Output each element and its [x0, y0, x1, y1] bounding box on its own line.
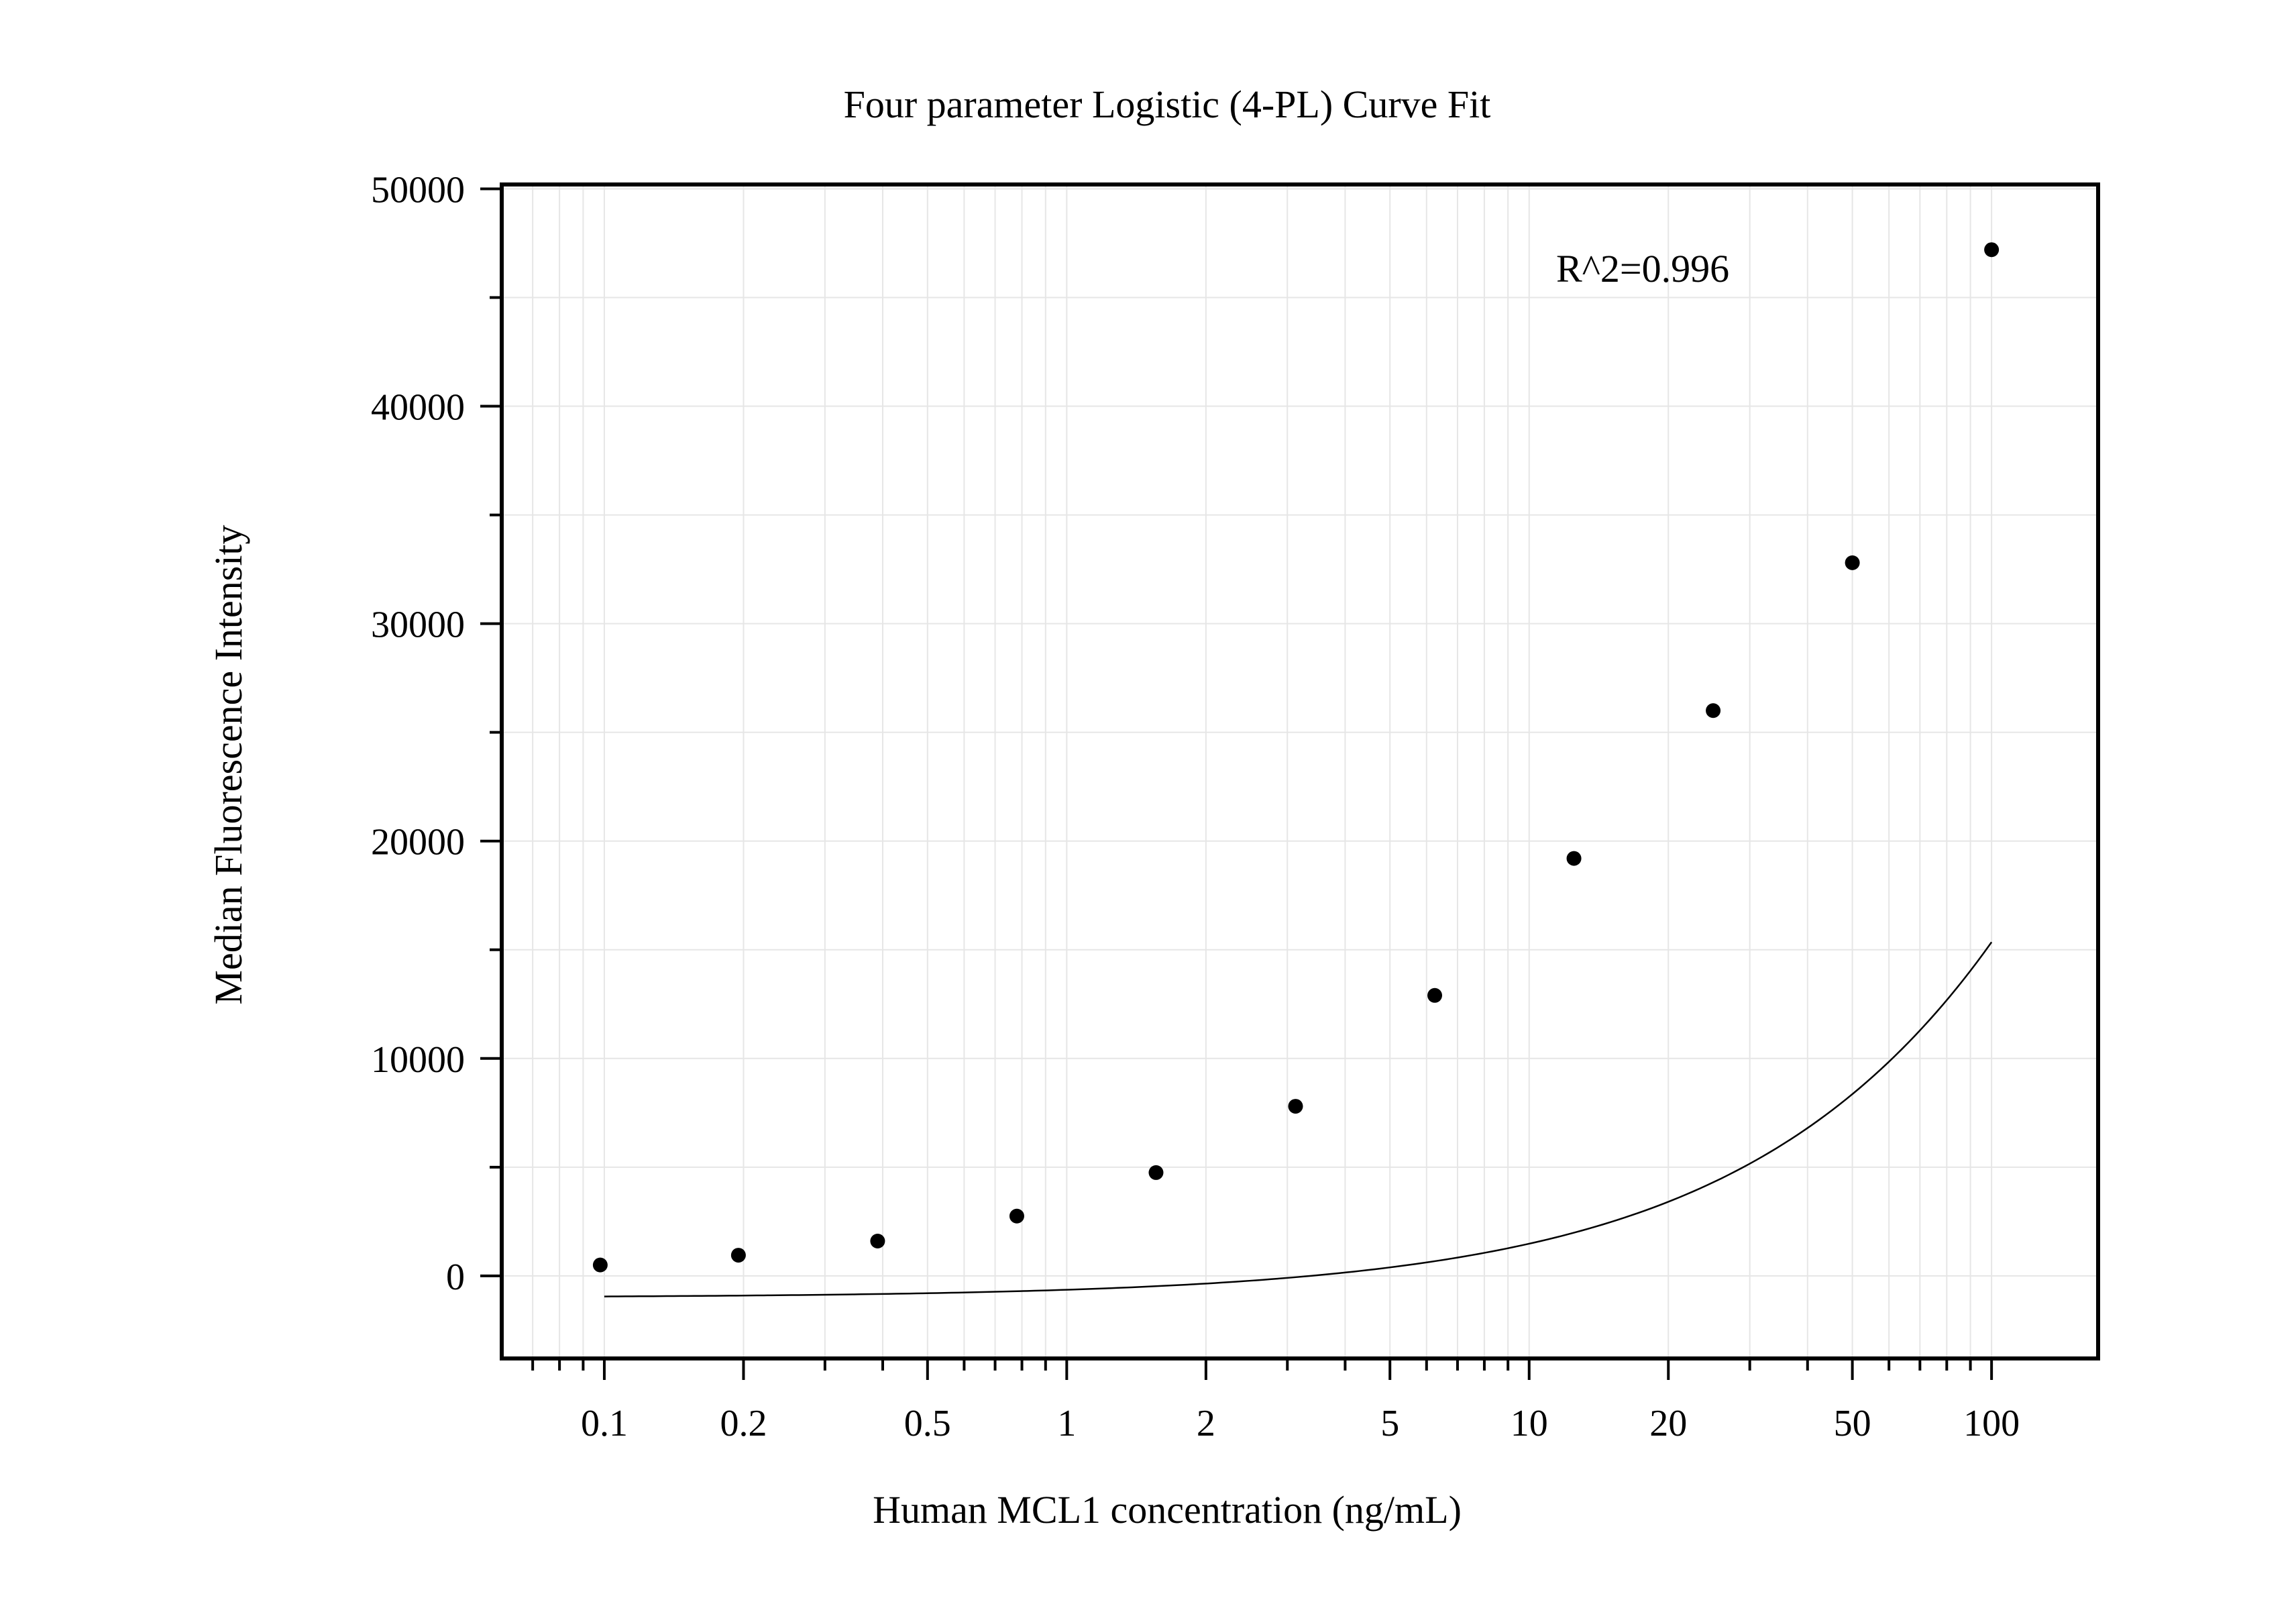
- data-points: [592, 242, 2000, 1273]
- y-tick-label: 20000: [371, 822, 465, 863]
- grid-lines: [502, 184, 2098, 1358]
- data-point: [730, 1248, 746, 1263]
- y-tick-label: 40000: [371, 387, 465, 429]
- data-point: [1706, 703, 1721, 718]
- data-point: [1148, 1165, 1164, 1180]
- x-axis-title: Human MCL1 concentration (ng/mL): [873, 1488, 1462, 1532]
- data-point: [592, 1257, 608, 1273]
- r-squared-annotation: R^2=0.996: [1556, 247, 1729, 290]
- y-axis-title: Median Fluorescence Intensity: [207, 525, 250, 1004]
- x-tick-label: 1: [1057, 1403, 1076, 1444]
- data-point: [1427, 987, 1443, 1003]
- chart-title: Four parameter Logistic (4-PL) Curve Fit: [844, 83, 1491, 126]
- x-axis-ticks: 0.1 0.2 0.5 1 2 5 10 20 50 100: [531, 1358, 2020, 1444]
- y-tick-label: 50000: [371, 169, 465, 211]
- axes: [500, 182, 2100, 1360]
- plot-frame: [500, 182, 2100, 1360]
- y-axis-ticks: 0 10000 20000 30000 40000 50000: [371, 169, 502, 1298]
- fit-curve-line: [604, 941, 1993, 1297]
- data-point: [1009, 1208, 1024, 1224]
- x-tick-label: 0.5: [904, 1403, 951, 1444]
- x-tick-label: 10: [1511, 1403, 1548, 1444]
- data-point: [1566, 851, 1582, 866]
- data-point: [1845, 555, 1860, 570]
- data-point: [1288, 1099, 1303, 1114]
- y-tick-label: 10000: [371, 1039, 465, 1081]
- fit-curve-layer: [604, 941, 1993, 1297]
- x-tick-label: 100: [1963, 1403, 2020, 1444]
- y-tick-label: 30000: [371, 604, 465, 646]
- data-point: [1984, 242, 2000, 258]
- x-tick-label: 0.2: [720, 1403, 767, 1444]
- x-tick-label: 2: [1197, 1403, 1215, 1444]
- x-tick-label: 5: [1380, 1403, 1399, 1444]
- y-tick-label: 0: [446, 1257, 465, 1298]
- x-tick-label: 0.1: [581, 1403, 628, 1444]
- x-tick-label: 20: [1649, 1403, 1687, 1444]
- data-point: [870, 1234, 885, 1248]
- x-tick-label: 50: [1834, 1403, 1871, 1444]
